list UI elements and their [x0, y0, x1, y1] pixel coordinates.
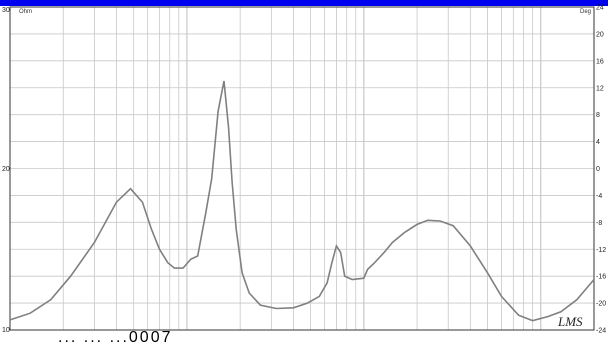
right-tick-label: 20 — [596, 31, 604, 38]
lms-logo: LMS — [557, 314, 583, 329]
right-tick-label: -20 — [596, 301, 606, 308]
left-tick-label: 30 — [2, 7, 10, 14]
right-tick-label: -24 — [596, 328, 606, 335]
right-tick-label: -4 — [596, 193, 602, 200]
right-axis-unit-label: Deg — [580, 9, 591, 15]
right-tick-label: -8 — [596, 220, 602, 227]
right-tick-label: -16 — [596, 274, 606, 281]
right-axis-ticks: 24 20 16 12 8 4 0 -4 -8 -12 -16 -20 -24 — [596, 5, 606, 335]
right-tick-label: 0 — [596, 166, 600, 173]
right-tick-label: 4 — [596, 139, 600, 146]
left-axis-ticks: 30 20 10 — [2, 7, 10, 334]
right-tick-label: 12 — [596, 85, 604, 92]
right-tick-label: 24 — [596, 5, 604, 12]
left-tick-label: 20 — [2, 166, 10, 173]
phase-curve — [9, 80, 595, 322]
right-tick-label: 16 — [596, 58, 604, 65]
right-tick-label: 8 — [596, 112, 600, 119]
impedance-phase-chart: Ohm Deg 30 20 10 24 20 16 12 8 4 0 -4 -8 -12 -16 -20 -… — [2, 5, 606, 335]
title-bar — [0, 0, 608, 6]
left-tick-label: 10 — [2, 327, 10, 334]
plot-frame — [9, 6, 595, 331]
right-tick-label: -12 — [596, 247, 606, 254]
footer-text: ... ... ...0007 — [58, 329, 173, 346]
left-axis-unit-label: Ohm — [19, 9, 32, 15]
grid — [10, 7, 594, 330]
